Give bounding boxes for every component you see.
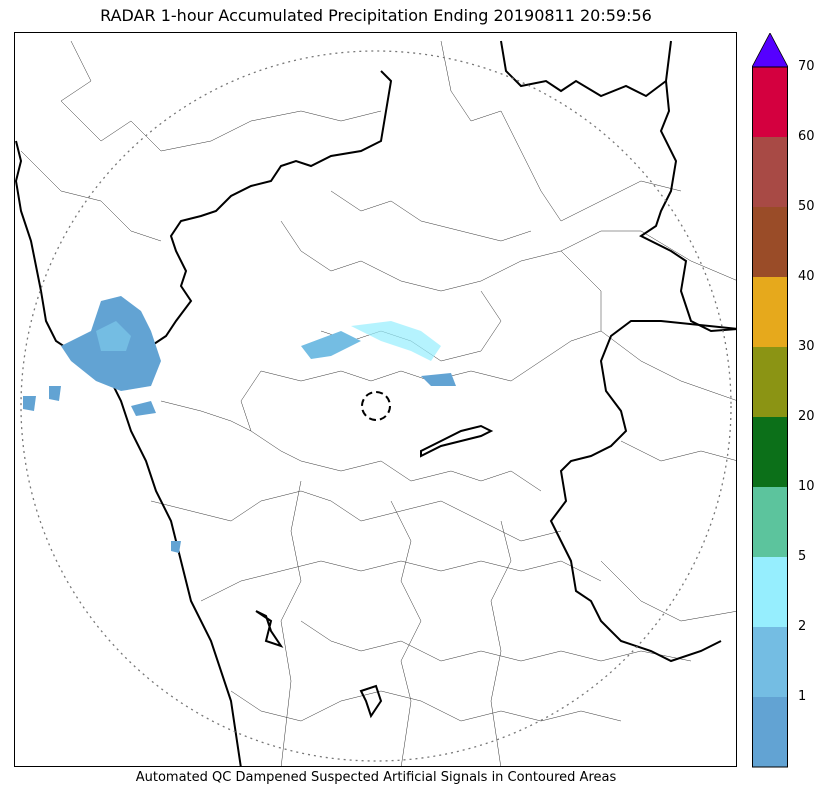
colorbar-tick-label: 1 xyxy=(798,689,807,704)
precipitation-echoes xyxy=(23,296,456,553)
colorbar-segment xyxy=(752,697,788,767)
colorbar-segment xyxy=(752,557,788,627)
district-boundaries xyxy=(20,40,736,766)
colorbar-segment xyxy=(752,207,788,277)
colorbar-tick-label: 20 xyxy=(798,409,815,424)
colorbar-segment xyxy=(752,627,788,697)
colorbar-tick-label: 50 xyxy=(798,199,815,214)
state-boundaries xyxy=(15,40,736,766)
radar-site-marker xyxy=(361,391,391,421)
colorbar-tick-label: 30 xyxy=(798,339,815,354)
colorbar-tick-label: 10 xyxy=(798,479,815,494)
colorbar-segment xyxy=(752,417,788,487)
colorbar xyxy=(752,33,788,768)
range-ring xyxy=(20,50,732,762)
colorbar-segment xyxy=(752,67,788,137)
colorbar-tick-label: 70 xyxy=(798,59,815,74)
colorbar-segment xyxy=(752,277,788,347)
colorbar-extend-triangle xyxy=(752,33,788,68)
colorbar-segment xyxy=(752,487,788,557)
map-canvas xyxy=(15,40,736,766)
colorbar-graphic xyxy=(752,33,788,768)
colorbar-tick-label: 60 xyxy=(798,129,815,144)
colorbar-frame xyxy=(752,66,788,768)
map-caption: Automated QC Dampened Suspected Artifici… xyxy=(135,770,617,785)
colorbar-tick-label: 2 xyxy=(798,619,807,634)
colorbar-tick-label: 40 xyxy=(798,269,815,284)
radar-map xyxy=(14,32,737,767)
colorbar-segment xyxy=(752,347,788,417)
colorbar-tick-label: 5 xyxy=(798,549,807,564)
chart-title: RADAR 1-hour Accumulated Precipitation E… xyxy=(100,6,652,25)
colorbar-segment xyxy=(752,137,788,207)
